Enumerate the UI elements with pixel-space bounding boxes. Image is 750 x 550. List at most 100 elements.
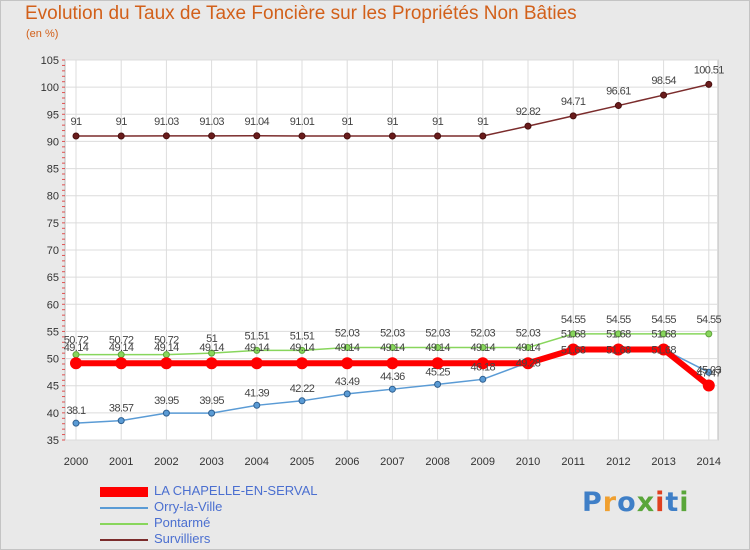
data-label: 94.71 (561, 96, 586, 108)
data-label: 52.03 (425, 328, 450, 340)
data-label: 92.82 (516, 106, 541, 118)
logo-letter: x (636, 487, 656, 518)
legend-label: LA CHAPELLE-EN-SERVAL (154, 483, 318, 498)
data-point (388, 385, 396, 393)
data-label: 91 (342, 116, 354, 128)
legend-swatch (100, 523, 148, 525)
data-point (431, 357, 444, 370)
data-label: 91 (477, 116, 489, 128)
data-label: 49.14 (290, 342, 315, 354)
legend-swatch (100, 539, 148, 541)
logo-letter: i (655, 487, 666, 518)
data-label: 54.55 (606, 314, 631, 326)
x-tick-label: 2008 (425, 456, 449, 468)
data-point (614, 330, 622, 338)
y-tick-label: 60 (47, 299, 59, 311)
data-label: 38.1 (66, 405, 85, 417)
y-tick-label: 90 (47, 136, 59, 148)
data-label: 49.14 (64, 342, 89, 354)
logo-letter: t (665, 487, 680, 518)
y-tick-label: 70 (47, 245, 59, 257)
chart-unit: (en %) (26, 28, 59, 40)
data-label: 51.68 (561, 344, 586, 356)
y-tick-label: 65 (47, 272, 59, 284)
data-label: 49.28 (516, 357, 541, 369)
data-point (476, 357, 489, 370)
data-point (388, 344, 396, 352)
data-point (115, 357, 128, 370)
data-point (162, 409, 170, 417)
data-label: 96.61 (606, 86, 631, 98)
data-point (479, 375, 487, 383)
y-tick-label: 40 (47, 408, 59, 420)
y-tick-label: 100 (41, 82, 59, 94)
data-label: 91.01 (290, 116, 315, 128)
x-tick-label: 2001 (109, 456, 133, 468)
y-tick-label: 55 (47, 326, 59, 338)
data-label: 49.14 (380, 342, 405, 354)
data-point (162, 132, 170, 140)
data-label: 51.68 (651, 328, 676, 340)
data-point (569, 112, 577, 120)
data-point (253, 346, 261, 354)
x-tick-label: 2000 (64, 456, 88, 468)
legend-swatch (100, 507, 148, 509)
data-point (208, 409, 216, 417)
data-label: 47.47 (697, 367, 722, 379)
data-label: 50.72 (64, 335, 89, 347)
x-tick-label: 2005 (290, 456, 314, 468)
data-point (208, 349, 216, 357)
grid (64, 59, 719, 441)
y-tick-label: 75 (47, 218, 59, 230)
data-point (298, 132, 306, 140)
data-point (205, 357, 218, 370)
data-point (705, 80, 713, 88)
x-tick-label: 2013 (651, 456, 675, 468)
data-label: 100.51 (694, 64, 725, 76)
data-point (434, 380, 442, 388)
legend-swatch (100, 487, 148, 497)
data-point (117, 417, 125, 425)
data-label: 49.14 (425, 342, 450, 354)
data-point (612, 343, 625, 356)
data-label: 49.14 (335, 342, 360, 354)
data-point (298, 346, 306, 354)
data-label: 91 (432, 116, 444, 128)
data-point (208, 132, 216, 140)
data-label: 39.95 (199, 395, 224, 407)
data-point (479, 344, 487, 352)
data-point (569, 330, 577, 338)
data-label: 91.03 (199, 116, 224, 128)
proxiti-logo: Proxiti (582, 487, 690, 518)
data-label: 50.72 (154, 335, 179, 347)
x-tick-label: 2009 (471, 456, 495, 468)
data-label: 91.03 (154, 116, 179, 128)
data-label: 91 (116, 116, 128, 128)
data-point (702, 379, 715, 392)
legend-label: Pontarmé (154, 515, 211, 530)
data-point (343, 132, 351, 140)
series-lines (70, 80, 715, 427)
y-tick-label: 35 (47, 435, 59, 447)
x-tick-label: 2002 (154, 456, 178, 468)
data-point (524, 344, 532, 352)
data-label: 51 (206, 333, 218, 345)
logo-letter: o (617, 487, 637, 518)
data-point (705, 368, 713, 376)
logo-letter: r (602, 487, 618, 518)
data-label: 51.68 (561, 328, 586, 340)
x-tick-label: 2014 (697, 456, 721, 468)
data-point (660, 330, 668, 338)
logo-letter: P (582, 487, 603, 518)
x-tick-label: 2011 (561, 456, 585, 468)
x-tick-label: 2012 (606, 456, 630, 468)
data-point (388, 132, 396, 140)
data-label: 49.14 (199, 342, 224, 354)
legend-label: Survilliers (154, 531, 211, 546)
data-label: 91 (70, 116, 82, 128)
axes: 35 40 45 50 55 60 65 70 75 80 85 90 95 100 105 2000 2001… (41, 55, 721, 468)
data-label: 52.03 (516, 328, 541, 340)
data-label: 46.18 (471, 361, 496, 373)
data-label: 41.39 (245, 387, 270, 399)
